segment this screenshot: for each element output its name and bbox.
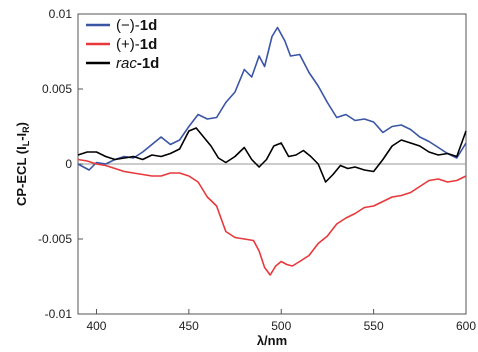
y-tick-label: 0.005	[42, 82, 72, 96]
legend-label-minus-1d: (−)-1d	[116, 17, 157, 34]
y-tick-label: -0.01	[45, 307, 73, 321]
x-tick-label: 450	[179, 319, 199, 333]
x-axis-ticks: 400 450 500 550 600	[86, 309, 476, 333]
x-tick-label: 550	[364, 319, 384, 333]
x-tick-label: 600	[456, 319, 476, 333]
y-axis-title: CP-ECL (IL-IR)	[14, 122, 31, 206]
y-tick-label: 0.01	[49, 7, 73, 21]
legend: (−)-1d (+)-1d rac-1d	[86, 17, 159, 72]
series-lines	[77, 26, 467, 276]
x-tick-label: 400	[86, 319, 106, 333]
x-tick-label: 500	[271, 319, 291, 333]
y-axis-ticks: 0.01 0.005 0 -0.005 -0.01	[38, 7, 83, 321]
series-line-minus-1d	[77, 26, 467, 171]
series-line-plus-1d	[77, 158, 467, 276]
x-axis-title: λ/nm	[257, 333, 287, 348]
series-line-rac-1d	[77, 127, 467, 183]
legend-label-rac-1d: rac-1d	[116, 55, 159, 72]
legend-label-plus-1d: (+)-1d	[116, 36, 157, 53]
y-tick-label: -0.005	[38, 232, 72, 246]
y-tick-label: 0	[65, 157, 72, 171]
